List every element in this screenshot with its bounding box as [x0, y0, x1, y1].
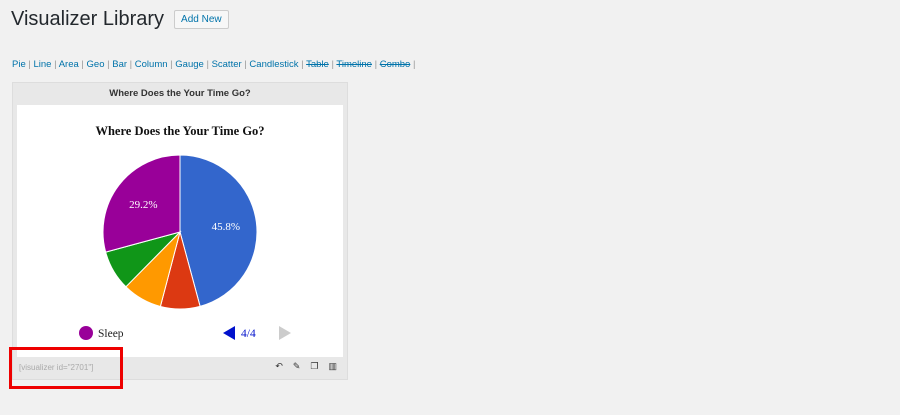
legend-marker — [79, 326, 93, 340]
pie-chart: Where Does the Your Time Go? 45.8%29.2% … — [79, 124, 291, 340]
add-new-button[interactable]: Add New — [174, 10, 229, 29]
chart-card: Where Does the Your Time Go? Where Does … — [12, 82, 348, 380]
type-link-scatter[interactable]: Scatter — [211, 59, 242, 70]
page-header: Visualizer Library Add New — [11, 8, 229, 31]
slice-label: 45.8% — [212, 221, 240, 233]
legend-next-icon[interactable] — [279, 326, 291, 340]
type-link-bar[interactable]: Bar — [112, 59, 128, 70]
page-title: Visualizer Library — [11, 8, 165, 30]
shortcode[interactable]: [visualizer id="2701"] — [19, 363, 94, 372]
chart-title: Where Does the Your Time Go? — [95, 124, 264, 138]
pie-slice[interactable] — [102, 154, 181, 253]
type-link-table[interactable]: Table — [306, 59, 329, 70]
type-link-gauge[interactable]: Gauge — [175, 59, 204, 70]
delete-icon[interactable]: ▥ — [328, 361, 337, 371]
highlight-box — [9, 347, 123, 389]
type-link-pie[interactable]: Pie — [12, 59, 26, 70]
type-link-area[interactable]: Area — [58, 59, 79, 70]
legend-prev-icon[interactable] — [223, 326, 235, 340]
pie-slice[interactable] — [179, 154, 258, 307]
slice-label: 29.2% — [129, 199, 157, 211]
type-link-geo[interactable]: Geo — [86, 59, 105, 70]
undo-icon[interactable]: ↶ — [275, 361, 283, 371]
chart-type-filter: Pie | Line | Area | Geo | Bar | Column |… — [12, 59, 416, 70]
type-link-timeline[interactable]: Timeline — [336, 59, 372, 70]
type-link-candlestick[interactable]: Candlestick — [249, 59, 299, 70]
type-link-column[interactable]: Column — [134, 59, 168, 70]
card-title: Where Does the Your Time Go? — [109, 88, 251, 99]
type-link-combo[interactable]: Combo — [379, 59, 411, 70]
edit-icon[interactable]: ✎ — [292, 361, 301, 371]
legend-page: 4/4 — [241, 328, 256, 340]
chart-preview: Where Does the Your Time Go? 45.8% 29.2% … — [17, 105, 343, 357]
legend-label: Sleep — [98, 328, 124, 340]
clone-icon[interactable]: ❐ — [310, 361, 319, 371]
type-link-line[interactable]: Line — [33, 59, 52, 70]
